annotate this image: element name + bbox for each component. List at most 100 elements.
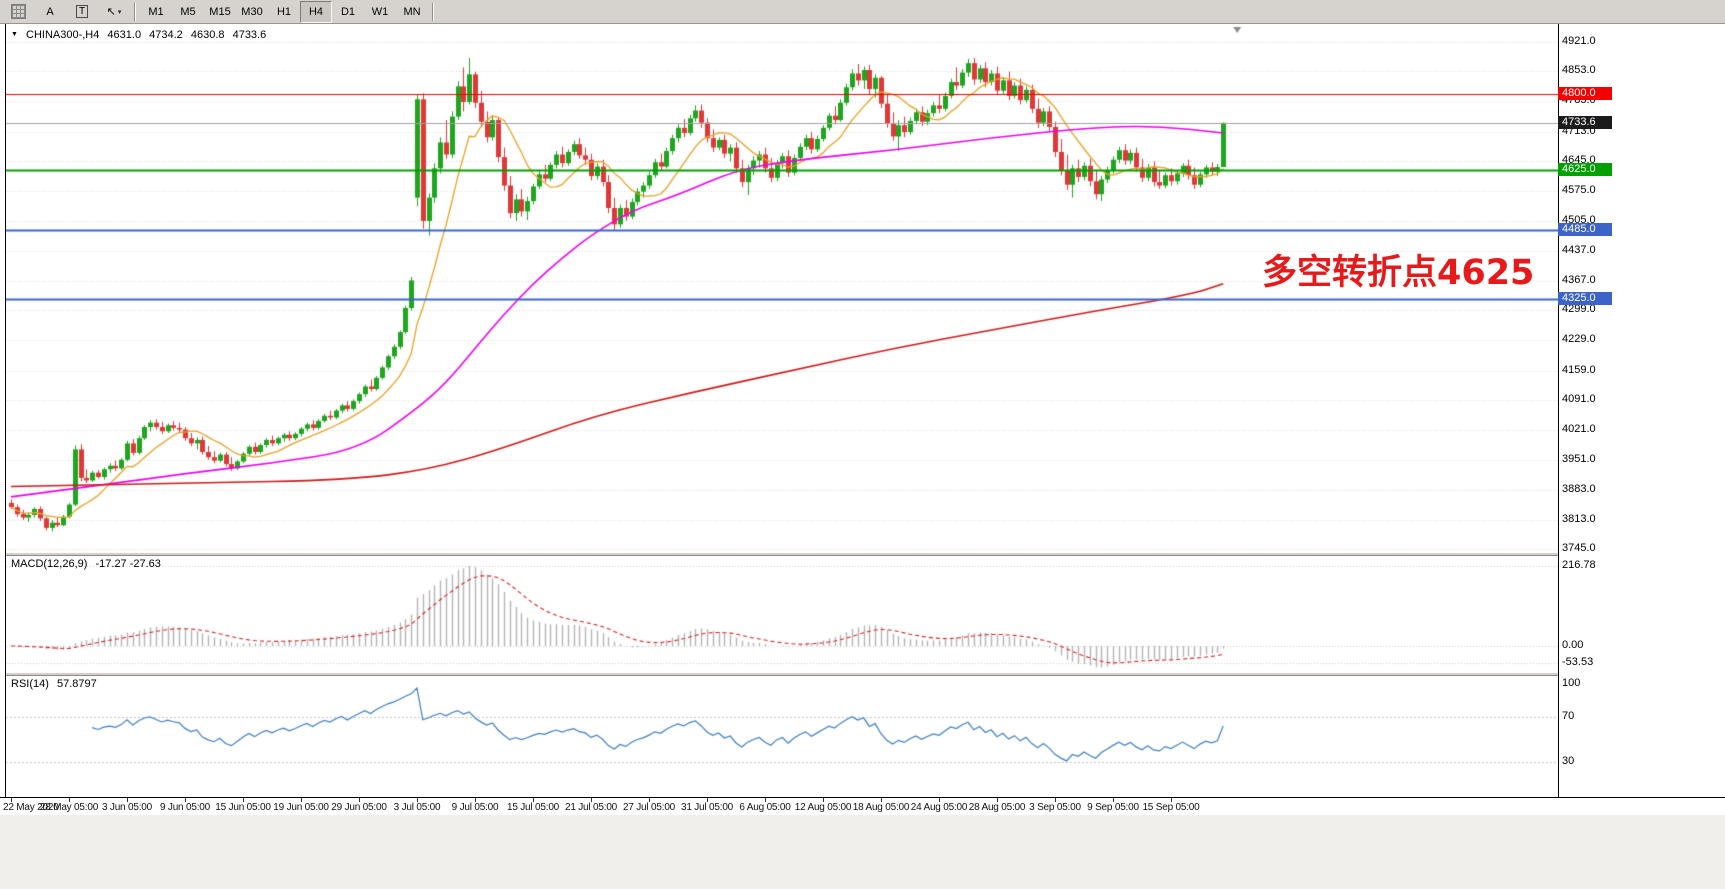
time-axis-label: 15 Jun 05:00 [215, 802, 271, 813]
price-level-badge: 4800.0 [1558, 87, 1612, 101]
bar-open-value: 4631.0 [107, 29, 142, 41]
rsi-panel-canvas[interactable] [6, 676, 1558, 797]
time-axis-label: 18 Aug 05:00 [852, 802, 910, 813]
bar-low-value: 4630.8 [190, 29, 225, 41]
time-axis-label: 9 Jul 05:00 [451, 802, 499, 813]
time-axis-tick [1113, 798, 1114, 802]
time-axis-tick [591, 798, 592, 802]
time-axis-tick [881, 798, 882, 802]
price-axis-label: 4437.0 [1562, 243, 1596, 256]
label-tool-button[interactable]: A [34, 1, 66, 23]
timeframe-button-m15[interactable]: M15 [209, 5, 231, 18]
time-axis-tick [301, 798, 302, 802]
price-axis-label: 4091.0 [1562, 392, 1596, 405]
timeframe-button-h4[interactable]: H4 [300, 0, 332, 23]
time-axis-tick [939, 798, 940, 802]
timeframe-button-m30[interactable]: M30 [241, 5, 263, 18]
time-axis-label: 28 May 05:00 [39, 802, 99, 813]
macd-axis-label: 0.00 [1562, 639, 1584, 651]
time-axis-tick [1171, 798, 1172, 802]
macd-axis-label: 216.78 [1562, 559, 1596, 571]
toolbar: A T ↖ ▾ M1 M5 M15 M30 H1 H4 D1 W1 MN [0, 0, 1725, 24]
bottom-empty-area [0, 815, 1725, 889]
time-axis-tick [765, 798, 766, 802]
time-axis-tick [417, 798, 418, 802]
time-axis-tick [127, 798, 128, 802]
price-axis-label: 3951.0 [1562, 453, 1596, 466]
timeframe-button-m5[interactable]: M5 [180, 5, 196, 18]
panel-splitter[interactable] [6, 552, 1558, 556]
price-axis-label: 4367.0 [1562, 273, 1596, 286]
time-axis-label: 24 Aug 05:00 [910, 802, 968, 813]
toolbar-separator [432, 2, 434, 21]
timeframe-button-h1[interactable]: H1 [276, 5, 292, 18]
price-axis[interactable]: 4921.0 4853.0 4783.0 4713.0 4645.0 4575.0 4505… [1558, 0, 1725, 889]
time-axis-label: 22 May 2020 [3, 802, 59, 813]
price-axis-label: 4159.0 [1562, 363, 1596, 376]
drawing-tools-group: A T ↖ ▾ [2, 1, 130, 23]
price-level-badge: 4325.0 [1558, 291, 1612, 305]
macd-axis-label: -53.53 [1562, 656, 1594, 668]
symbol-timeframe-label: CHINA300-,H4 [26, 29, 100, 41]
current-price-badge: 4733.6 [1558, 115, 1612, 129]
rsi-axis-label: 70 [1562, 710, 1575, 722]
macd-panel-canvas[interactable] [6, 556, 1558, 672]
time-axis-label: 15 Jul 05:00 [506, 802, 560, 813]
chart-plot-region [5, 24, 1559, 797]
time-axis-tick [533, 798, 534, 802]
time-axis-tick [11, 798, 12, 802]
time-axis-label: 15 Sep 05:00 [1142, 802, 1200, 813]
indicators-expand-icon[interactable]: ▼ [11, 31, 18, 38]
time-axis-tick [649, 798, 650, 802]
chevron-down-icon: ▾ [117, 8, 122, 16]
grid-tool-button[interactable] [2, 1, 34, 23]
price-axis-label: 4299.0 [1562, 303, 1596, 316]
time-axis[interactable]: 22 May 2020 28 May 05:00 3 Jun 05:00 9 Jun … [0, 797, 1725, 815]
time-axis-label: 12 Aug 05:00 [794, 802, 852, 813]
bar-high-value: 4734.2 [149, 29, 183, 41]
price-axis-label: 4853.0 [1562, 64, 1596, 77]
price-axis-label: 3883.0 [1562, 482, 1596, 495]
time-axis-tick [475, 798, 476, 802]
price-level-badge: 4625.0 [1558, 162, 1612, 176]
time-axis-tick [1055, 798, 1056, 802]
timeframe-group: M1 M5 M15 M30 H1 H4 D1 W1 MN [140, 0, 428, 23]
letter-t-icon: T [75, 5, 89, 18]
time-axis-tick [997, 798, 998, 802]
macd-label-row: MACD(12,26,9) -17.27 -27.63 [11, 558, 166, 570]
time-axis-label: 27 Jul 05:00 [622, 802, 676, 813]
timeframe-button-w1[interactable]: W1 [371, 5, 389, 18]
price-axis-label: 3813.0 [1562, 512, 1596, 525]
arrows-tool-button[interactable]: ↖ ▾ [98, 1, 130, 23]
macd-current-values: -17.27 -27.63 [95, 558, 161, 570]
rsi-label-row: RSI(14) 57.8797 [11, 678, 102, 690]
price-axis-label: 4575.0 [1562, 184, 1596, 197]
time-axis-tick [185, 798, 186, 802]
timeframe-button-d1[interactable]: D1 [340, 5, 356, 18]
price-panel-canvas[interactable] [6, 24, 1558, 552]
price-level-badge: 4485.0 [1558, 222, 1612, 236]
time-axis-label: 3 Jul 05:00 [393, 802, 441, 813]
time-axis-label: 21 Jul 05:00 [564, 802, 618, 813]
text-tool-button[interactable]: T [66, 1, 98, 23]
rsi-axis-label: 30 [1562, 755, 1575, 767]
time-axis-tick [707, 798, 708, 802]
time-axis-label: 31 Jul 05:00 [680, 802, 734, 813]
timeframe-button-m1[interactable]: M1 [148, 5, 164, 18]
bar-close-value: 4733.6 [232, 29, 267, 41]
time-axis-label: 19 Jun 05:00 [273, 802, 329, 813]
time-axis-label: 6 Aug 05:00 [739, 802, 791, 813]
price-axis-label: 3745.0 [1562, 542, 1596, 554]
timeframe-button-mn[interactable]: MN [403, 5, 421, 18]
chart-text-annotation[interactable]: 多空转折点4625 [1262, 253, 1535, 293]
time-axis-tick [243, 798, 244, 802]
time-axis-tick [69, 798, 70, 802]
letter-a-icon: A [46, 5, 54, 18]
time-axis-label: 28 Aug 05:00 [968, 802, 1026, 813]
time-axis-label: 9 Sep 05:00 [1087, 802, 1139, 813]
price-axis-label: 4921.0 [1562, 35, 1596, 47]
time-axis-label: 29 Jun 05:00 [331, 802, 387, 813]
rsi-axis-label: 100 [1562, 677, 1581, 689]
time-axis-label: 9 Jun 05:00 [159, 802, 211, 813]
panel-splitter[interactable] [6, 672, 1558, 676]
